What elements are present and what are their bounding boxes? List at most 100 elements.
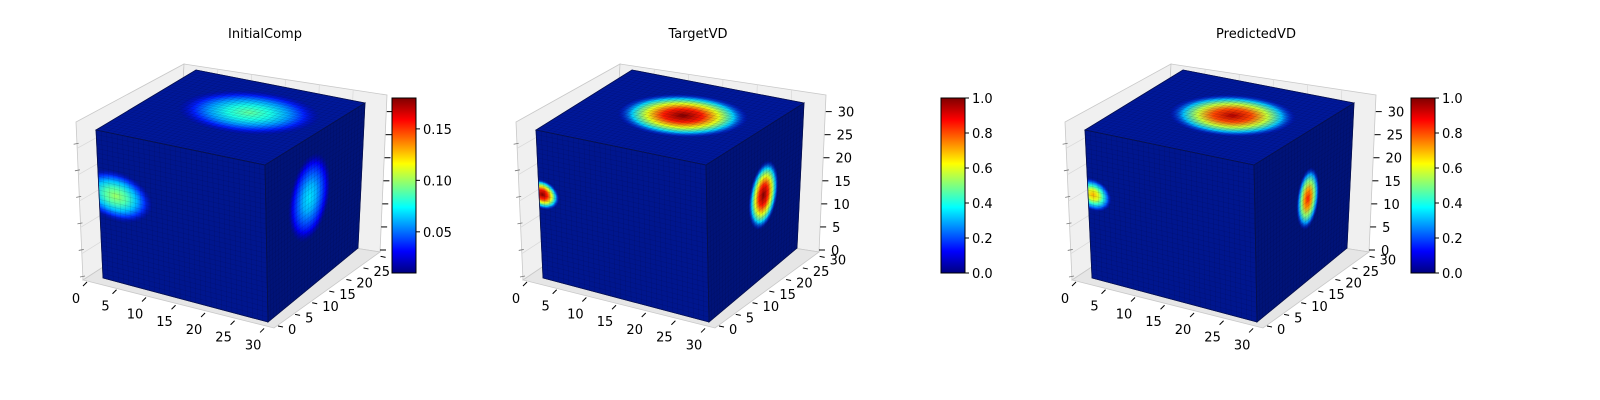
x-tick-label: 15 (156, 315, 173, 330)
y-tick-label: 25 (813, 265, 830, 280)
x-tick-mark (171, 304, 176, 310)
y-tick-label: 15 (339, 288, 356, 303)
voxel-grid-top (99, 70, 362, 165)
colorbar-tick-label: 0.0 (1442, 267, 1463, 282)
voxel-grid-front (96, 131, 268, 321)
y-tick-label: 15 (1328, 288, 1345, 303)
y-tick-label: 15 (779, 288, 796, 303)
y-tick-mark (294, 313, 301, 316)
x-tick-mark (259, 328, 265, 333)
y-tick-label: 20 (796, 277, 813, 292)
y-tick-mark (1335, 279, 1341, 282)
x-tick-label: 20 (1175, 323, 1192, 338)
y-tick-mark (769, 290, 775, 293)
y-tick-mark (1266, 325, 1273, 328)
x-tick-mark (1101, 289, 1106, 295)
left-tick-mark (76, 195, 82, 198)
z-tick-label: 0 (1381, 244, 1389, 259)
panel-targetvd: 051015202530051015202530051015202530Targ… (512, 27, 993, 353)
y-tick-mark (735, 313, 741, 316)
y-tick-label: 5 (305, 311, 313, 326)
x-tick-label: 20 (626, 323, 643, 338)
y-tick-label: 0 (729, 323, 737, 338)
y-tick-mark (1283, 313, 1290, 316)
z-tick-label: 30 (1388, 106, 1405, 121)
y-tick-label: 5 (1294, 311, 1302, 326)
colorbar-tick-label: 0.2 (1442, 232, 1463, 247)
left-tick-mark (78, 249, 84, 251)
left-tick-mark (514, 169, 520, 172)
x-tick-mark (641, 312, 647, 318)
x-tick-mark (141, 297, 147, 302)
y-tick-label: 20 (1345, 277, 1362, 292)
x-tick-mark (522, 281, 528, 287)
heat-blob-top (617, 93, 748, 138)
left-tick-mark (513, 142, 519, 145)
z-tick-label: 25 (1387, 129, 1404, 144)
colorbar-tick-label: 0.8 (972, 127, 993, 142)
heat-blob-front (1085, 177, 1112, 212)
x-tick-label: 30 (1234, 338, 1251, 353)
x-tick-label: 10 (1116, 307, 1133, 322)
voxel-grid-front (536, 131, 709, 321)
x-tick-label: 30 (686, 338, 703, 353)
left-tick-mark (1067, 249, 1073, 251)
heat-blob-top (1169, 94, 1296, 137)
x-tick-label: 0 (1061, 292, 1069, 307)
left-tick-mark (1063, 169, 1069, 172)
y-tick-mark (363, 267, 369, 270)
left-tick-mark (1068, 275, 1075, 278)
y-tick-mark (346, 279, 352, 282)
x-tick-label: 5 (1090, 300, 1098, 315)
x-tick-mark (112, 289, 117, 295)
x-tick-label: 25 (656, 331, 673, 346)
x-tick-label: 15 (597, 315, 614, 330)
colorbar-tick-label: 0.4 (972, 197, 993, 212)
y-tick-mark (1301, 302, 1307, 305)
left-tick-mark (1062, 142, 1068, 145)
y-tick-label: 25 (373, 265, 390, 280)
y-tick-mark (785, 279, 792, 282)
left-tick-mark (73, 142, 79, 145)
x-tick-label: 25 (1204, 331, 1221, 346)
panel-predictedvd: 051015202530051015202530051015202530Pred… (1061, 27, 1463, 353)
x-tick-label: 15 (1145, 315, 1162, 330)
x-tick-mark (700, 328, 706, 333)
x-tick-mark (1248, 328, 1254, 333)
z-tick-label: 15 (834, 175, 851, 190)
left-tick-mark (518, 249, 524, 251)
x-tick-mark (1219, 320, 1224, 326)
y-tick-label: 30 (830, 253, 847, 268)
x-tick-mark (552, 289, 558, 295)
colorbar (391, 97, 417, 274)
voxel-grid-side (1254, 104, 1354, 320)
colorbar-tick-label: 0.05 (423, 226, 452, 241)
voxel-grid-top (1088, 70, 1351, 165)
x-tick-mark (82, 281, 88, 287)
y-tick-mark (718, 325, 725, 328)
x-tick-label: 30 (245, 338, 262, 353)
x-tick-label: 10 (567, 307, 584, 322)
z-tick-label: 0 (831, 244, 839, 259)
y-tick-label: 10 (322, 300, 339, 315)
y-tick-mark (1369, 255, 1375, 258)
panel-initialcomp: 051015202530051015202530InitialComp0.050… (72, 27, 452, 353)
colorbar-tick-label: 0.6 (1442, 162, 1463, 177)
left-tick-mark (519, 275, 526, 278)
colorbar (940, 97, 966, 274)
x-tick-mark (230, 320, 235, 326)
y-tick-label: 5 (746, 311, 754, 326)
y-tick-mark (819, 255, 825, 258)
x-tick-mark (200, 312, 206, 318)
voxel-grid-top (538, 70, 801, 165)
cube-edge-side (705, 102, 805, 323)
x-tick-label: 25 (215, 331, 232, 346)
colorbar-tick-label: 0.15 (423, 123, 452, 138)
colorbar-tick-label: 0.6 (972, 162, 993, 177)
z-tick-label: 30 (838, 106, 855, 121)
z-tick-label: 5 (832, 221, 840, 236)
left-tick-mark (516, 195, 522, 198)
x-tick-mark (1071, 281, 1077, 287)
colorbar-tick-label: 0.8 (1442, 127, 1463, 142)
panel-title: InitialComp (228, 27, 302, 42)
